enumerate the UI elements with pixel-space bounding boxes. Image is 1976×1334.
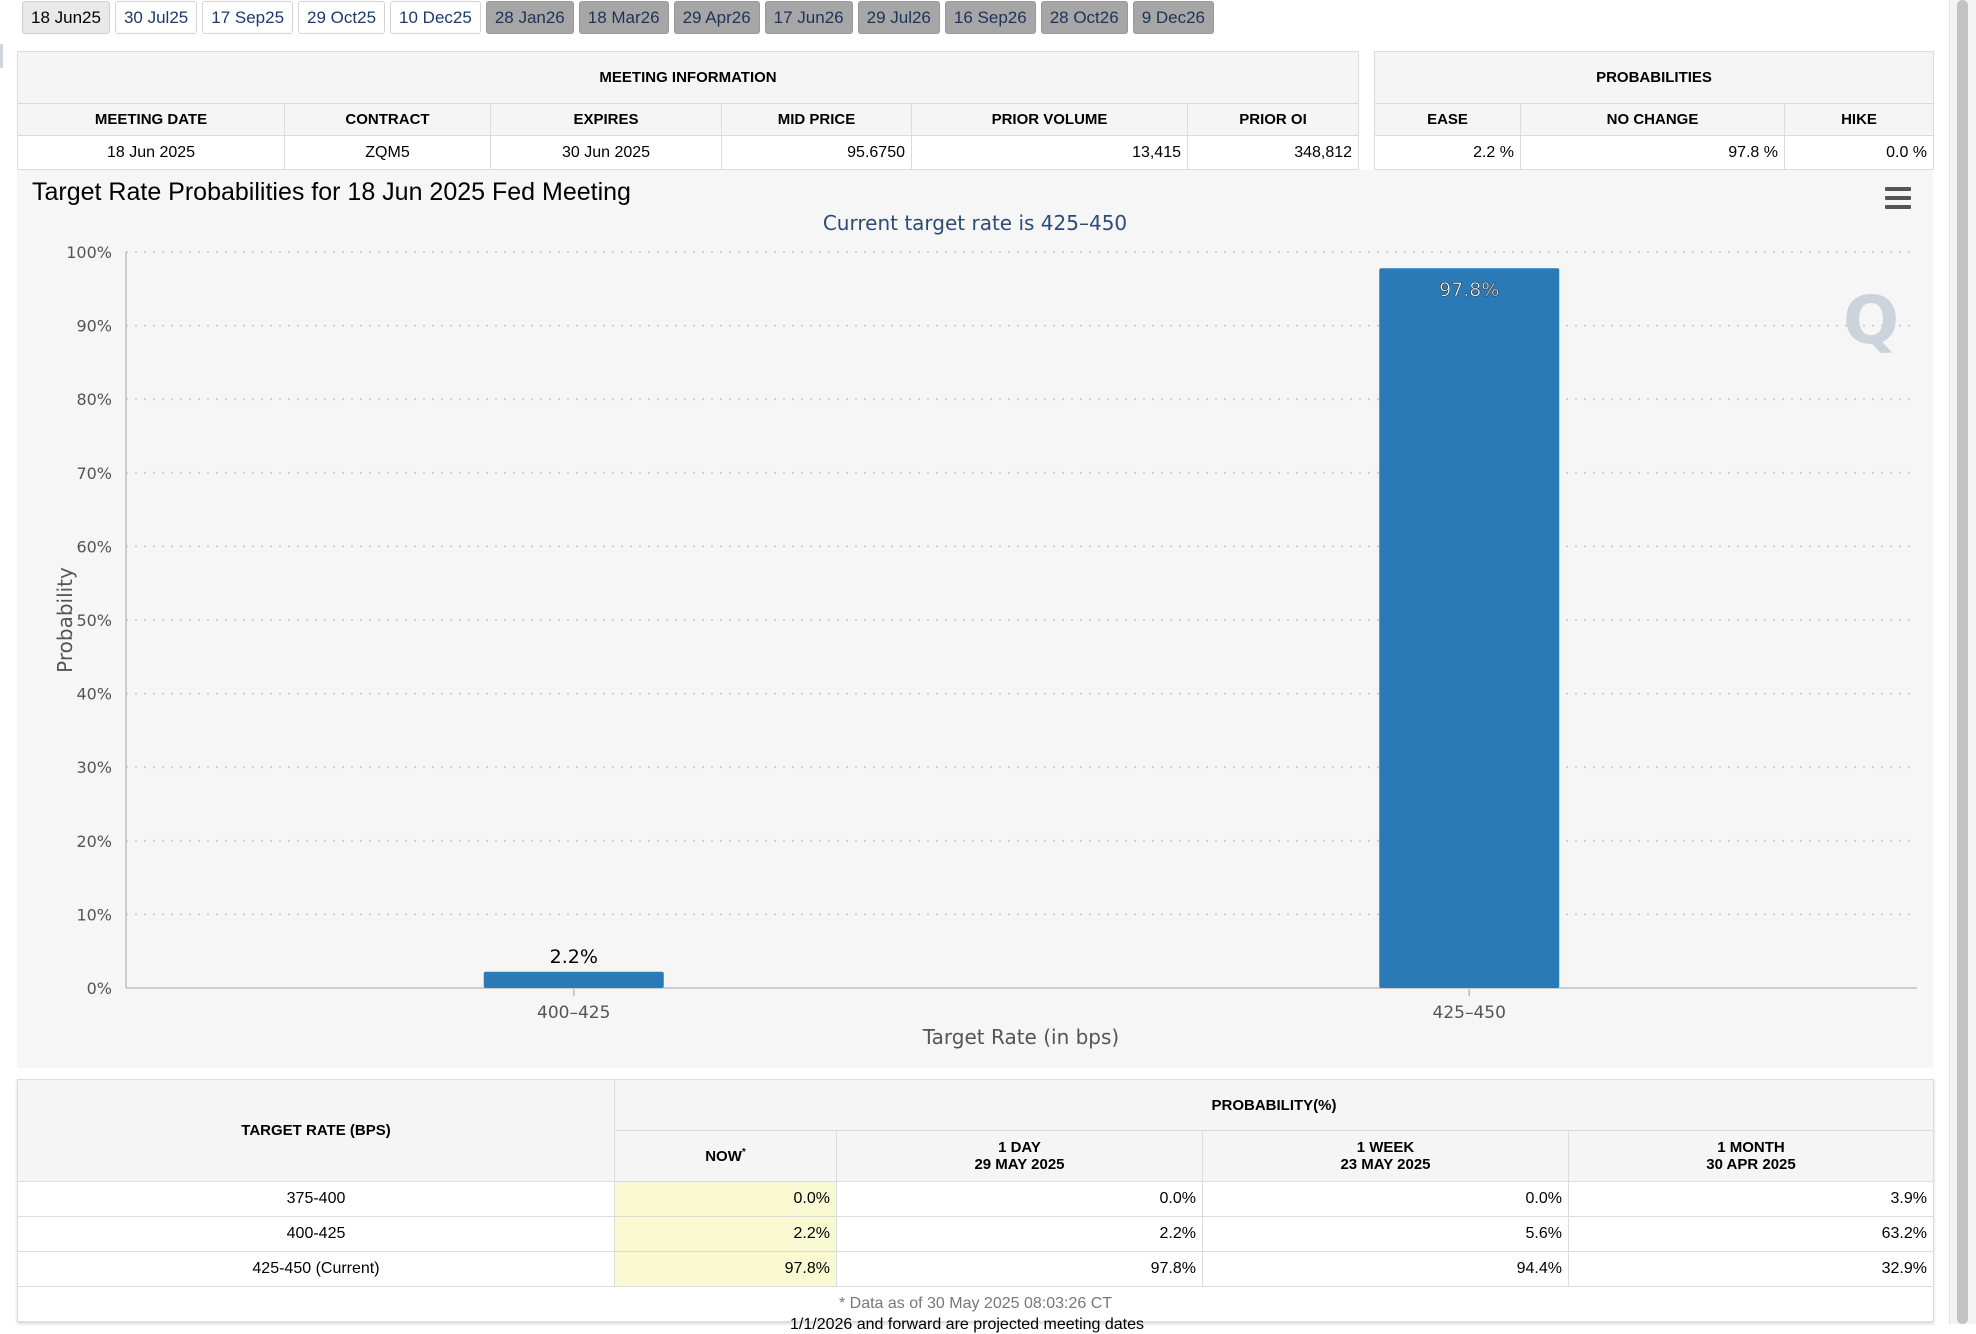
- probability-cell: 97.8%: [836, 1251, 1203, 1287]
- tab-9-dec26[interactable]: 9 Dec26: [1132, 1, 1215, 34]
- column-date: 23 MAY 2025: [1340, 1156, 1431, 1173]
- y-tick-label: 20%: [76, 832, 112, 851]
- tab-16-sep26[interactable]: 16 Sep26: [944, 1, 1036, 34]
- chart-canvas: 0% 10% 20% 30% 40% 50% 60% 70% 80% 90% 100% 2.2% 400…: [53, 211, 1917, 1049]
- meeting-information-table: MEETING INFORMATION MEETING DATE CONTRAC…: [16, 51, 1360, 170]
- y-tick-label: 90%: [76, 317, 112, 336]
- tab-18-mar26[interactable]: 18 Mar26: [578, 1, 669, 34]
- tab-10-dec25[interactable]: 10 Dec25: [390, 1, 481, 34]
- probability-cell: 63.2%: [1568, 1216, 1934, 1252]
- column-date: 29 MAY 2025: [974, 1156, 1065, 1173]
- probabilities-table: PROBABILITIES EASE NO CHANGE HIKE 2.2 % …: [1373, 51, 1935, 170]
- probability-cell: 0.0%: [1202, 1181, 1569, 1217]
- tab-29-apr26[interactable]: 29 Apr26: [673, 1, 760, 34]
- projected-dates-note: 1/1/2026 and forward are projected meeti…: [790, 1316, 1145, 1333]
- column-label: 1 DAY: [998, 1139, 1041, 1156]
- data-label: 2.2%: [550, 946, 598, 968]
- probabilities-title: PROBABILITIES: [1373, 51, 1935, 104]
- probability-cell: 32.9%: [1568, 1251, 1934, 1287]
- header-prior-oi: PRIOR OI: [1186, 103, 1360, 136]
- table-row: 375-400 0.0% 0.0% 0.0% 3.9%: [17, 1181, 1934, 1217]
- data-timestamp-footnote: * Data as of 30 May 2025 08:03:26 CT: [17, 1286, 1934, 1322]
- y-tick-label: 0%: [87, 979, 112, 998]
- column-header-1-day: 1 DAY 29 MAY 2025: [836, 1130, 1203, 1182]
- column-label: 1 WEEK: [1356, 1139, 1415, 1156]
- y-tick-label: 70%: [76, 464, 112, 483]
- x-axis-title: Target Rate (in bps): [922, 1025, 1119, 1049]
- bar-425–450: [1379, 268, 1560, 988]
- tab-28-oct26[interactable]: 28 Oct26: [1040, 1, 1128, 34]
- header-prior-volume: PRIOR VOLUME: [911, 103, 1188, 136]
- y-tick-label: 10%: [76, 905, 112, 924]
- y-tick-label: 80%: [76, 390, 112, 409]
- target-rate-header: TARGET RATE (BPS): [17, 1079, 615, 1182]
- left-edge-marker: [0, 44, 3, 68]
- y-tick-label: 50%: [76, 611, 112, 630]
- tab-29-oct25[interactable]: 29 Oct25: [298, 1, 386, 34]
- header-mid-price: MID PRICE: [721, 103, 912, 136]
- column-header-1-week: 1 WEEK 23 MAY 2025: [1202, 1130, 1569, 1182]
- x-tick-label: 400–425: [537, 1003, 610, 1023]
- header-expires: EXPIRES: [490, 103, 722, 136]
- column-date: 30 APR 2025: [1706, 1156, 1796, 1173]
- probability-cell: 94.4%: [1202, 1251, 1569, 1287]
- meeting-information-title: MEETING INFORMATION: [16, 51, 1360, 104]
- x-tick-label: 425–450: [1433, 1003, 1506, 1023]
- target-rate-cell: 375-400: [17, 1181, 615, 1217]
- vertical-scrollbar[interactable]: [1949, 0, 1976, 1324]
- column-label: 1 MONTH: [1717, 1139, 1785, 1156]
- meeting-date-tabs: 18 Jun25 30 Jul25 17 Sep25 29 Oct25 10 Dec25…: [22, 1, 1215, 36]
- probability-cell: 2.2%: [836, 1216, 1203, 1252]
- column-header-now: NOW*: [614, 1130, 837, 1182]
- table-row: 400-425 2.2% 2.2% 5.6% 63.2%: [17, 1216, 1934, 1252]
- y-tick-label: 100%: [66, 243, 112, 262]
- tab-17-jun26[interactable]: 17 Jun26: [764, 1, 853, 34]
- tab-17-sep25[interactable]: 17 Sep25: [202, 1, 294, 34]
- probability-cell: 5.6%: [1202, 1216, 1569, 1252]
- tab-18-jun25[interactable]: 18 Jun25: [22, 1, 110, 34]
- y-axis-title: Probability: [53, 567, 77, 673]
- probability-group-header: PROBABILITY(%): [614, 1079, 1934, 1131]
- y-tick-label: 40%: [76, 685, 112, 704]
- mid-price-value: 95.6750: [721, 135, 912, 170]
- header-hike: HIKE: [1783, 103, 1935, 136]
- probability-cell: 97.8%: [614, 1251, 837, 1287]
- prior-oi-value: 348,812: [1186, 135, 1360, 170]
- chart-title: Target Rate Probabilities for 18 Jun 202…: [32, 178, 631, 206]
- header-meeting-date: MEETING DATE: [17, 103, 285, 136]
- tab-30-jul25[interactable]: 30 Jul25: [114, 1, 198, 34]
- no-change-value: 97.8 %: [1520, 135, 1785, 170]
- prior-volume-value: 13,415: [911, 135, 1188, 170]
- column-label: NOW: [705, 1148, 742, 1165]
- header-no-change: NO CHANGE: [1520, 103, 1785, 136]
- tab-28-jan26[interactable]: 28 Jan26: [485, 1, 574, 34]
- table-row: 425-450 (Current) 97.8% 97.8% 94.4% 32.9%: [17, 1251, 1934, 1287]
- probability-history-table: TARGET RATE (BPS) PROBABILITY(%) NOW* 1 D…: [17, 1079, 1934, 1322]
- probability-cell: 0.0%: [836, 1181, 1203, 1217]
- probability-cell: 3.9%: [1568, 1181, 1934, 1217]
- chart-subtitle: Current target rate is 425–450: [823, 211, 1127, 235]
- header-ease: EASE: [1374, 103, 1521, 136]
- contract-value: ZQM5: [284, 135, 491, 170]
- target-rate-cell: 425-450 (Current): [17, 1251, 615, 1287]
- tab-29-jul26[interactable]: 29 Jul26: [857, 1, 940, 34]
- column-header-1-month: 1 MONTH 30 APR 2025: [1568, 1130, 1934, 1182]
- bar-400–425: [483, 971, 664, 988]
- probability-cell: 0.0%: [614, 1181, 837, 1217]
- header-contract: CONTRACT: [284, 103, 491, 136]
- y-tick-label: 60%: [76, 537, 112, 556]
- target-rate-cell: 400-425: [17, 1216, 615, 1252]
- target-rate-chart: 0% 10% 20% 30% 40% 50% 60% 70% 80% 90% 100% 2.2% 400…: [17, 170, 1933, 1068]
- scrollbar-thumb[interactable]: [1957, 0, 1968, 1324]
- y-tick-label: 30%: [76, 758, 112, 777]
- expires-value: 30 Jun 2025: [490, 135, 722, 170]
- hamburger-menu-icon[interactable]: [1885, 187, 1911, 209]
- watermark-logo: Q: [1843, 282, 1900, 359]
- data-label: 97.8%: [1439, 279, 1499, 301]
- ease-value: 2.2 %: [1374, 135, 1521, 170]
- probability-cell: 2.2%: [614, 1216, 837, 1252]
- meeting-date-value: 18 Jun 2025: [17, 135, 285, 170]
- footnote-marker: *: [741, 1147, 746, 1158]
- hike-value: 0.0 %: [1783, 135, 1935, 170]
